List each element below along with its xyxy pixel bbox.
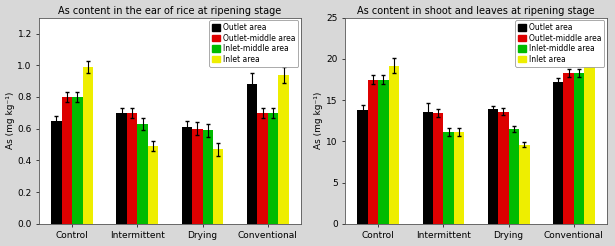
Bar — [213, 149, 223, 224]
Bar — [137, 124, 148, 224]
Bar — [509, 129, 519, 224]
Bar — [454, 132, 464, 224]
Bar — [148, 146, 158, 224]
Bar — [498, 112, 509, 224]
Bar — [368, 79, 378, 224]
Bar — [433, 113, 443, 224]
Bar — [258, 113, 268, 224]
Title: As content in the ear of rice at ripening stage: As content in the ear of rice at ripenin… — [58, 6, 282, 15]
Bar — [116, 113, 127, 224]
Bar — [378, 79, 389, 224]
Bar — [423, 112, 433, 224]
Bar — [553, 82, 563, 224]
Bar — [443, 132, 454, 224]
Bar — [127, 113, 137, 224]
Bar — [268, 113, 279, 224]
Bar — [584, 57, 595, 224]
Bar — [519, 145, 530, 224]
Legend: Outlet area, Outlet-middle area, Inlet-middle area, Inlet area: Outlet area, Outlet-middle area, Inlet-m… — [209, 20, 298, 67]
Bar — [72, 97, 82, 224]
Bar — [279, 75, 288, 224]
Bar — [51, 121, 62, 224]
Bar — [247, 84, 258, 224]
Bar — [563, 73, 574, 224]
Bar — [202, 130, 213, 224]
Bar — [82, 67, 93, 224]
Bar — [181, 127, 192, 224]
Y-axis label: As (mg kg⁻¹): As (mg kg⁻¹) — [6, 92, 15, 150]
Y-axis label: As (mg kg⁻¹): As (mg kg⁻¹) — [314, 92, 323, 150]
Bar — [192, 129, 202, 224]
Bar — [488, 109, 498, 224]
Bar — [574, 73, 584, 224]
Bar — [357, 110, 368, 224]
Legend: Outlet area, Outlet-middle area, Inlet-middle area, Inlet area: Outlet area, Outlet-middle area, Inlet-m… — [515, 20, 605, 67]
Title: As content in shoot and leaves at ripening stage: As content in shoot and leaves at ripeni… — [357, 6, 595, 15]
Bar — [62, 97, 72, 224]
Bar — [389, 65, 399, 224]
